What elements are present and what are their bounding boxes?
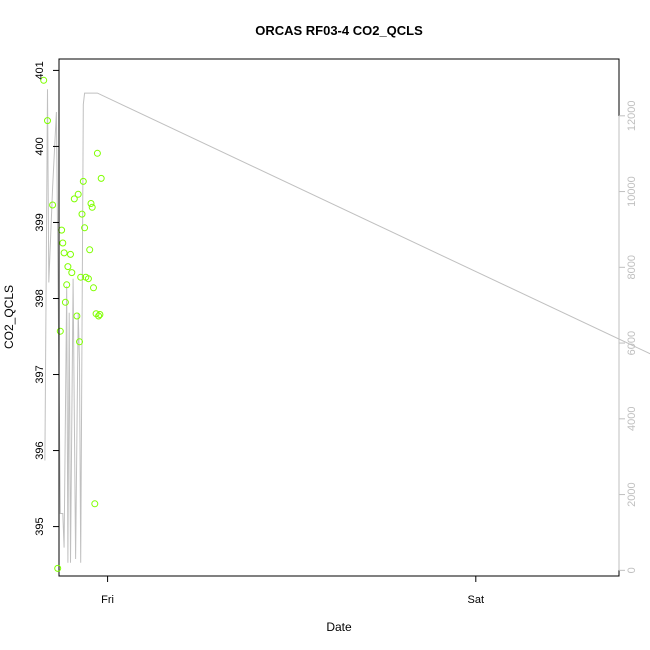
data-point [77, 273, 85, 281]
data-point [67, 250, 74, 258]
data-point [97, 174, 105, 182]
y2-tick-label: 4000 [626, 407, 638, 431]
data-point [64, 263, 72, 271]
y-tick-label: 395 [34, 517, 46, 535]
y-tick-label: 400 [34, 137, 46, 155]
data-point [59, 239, 67, 247]
y-tick-label: 398 [34, 289, 46, 307]
y-tick-label: 397 [34, 365, 46, 383]
data-point [79, 177, 87, 185]
series-line-path [44, 89, 650, 563]
data-point [96, 311, 104, 318]
y2-tick-label: 2000 [626, 482, 638, 506]
data-point [49, 201, 57, 209]
chart-title: ORCAS RF03-4 CO2_QCLS [255, 23, 423, 38]
data-point [54, 564, 62, 572]
data-point [93, 149, 101, 157]
data-point [63, 281, 71, 289]
x-axis: Fri Sat [101, 575, 485, 606]
x-axis-label: Date [326, 620, 352, 634]
data-point [81, 224, 89, 232]
data-point [76, 338, 83, 346]
y2-tick-label: 10000 [626, 176, 638, 207]
data-point [78, 210, 86, 218]
data-point [40, 76, 48, 84]
data-point [91, 500, 99, 508]
y2-tick-label: 6000 [626, 331, 638, 355]
data-point [88, 203, 96, 211]
y-tick-label: 399 [34, 213, 46, 231]
data-point [86, 246, 94, 254]
data-point [70, 195, 78, 203]
data-point [44, 117, 51, 125]
data-point [60, 249, 68, 257]
y-axis-left: 395 396 397 398 399 400 401 [34, 61, 60, 536]
data-point [84, 275, 92, 283]
data-point [90, 284, 97, 292]
data-point [61, 298, 69, 306]
y-tick-label: 401 [34, 61, 46, 79]
data-point [95, 312, 103, 320]
y2-tick-label: 12000 [626, 101, 638, 132]
y-tick-label: 396 [34, 441, 46, 459]
x-tick-label: Fri [101, 594, 114, 606]
y2-tick-label: 0 [626, 567, 638, 573]
y2-tick-label: 8000 [626, 255, 638, 279]
data-point [68, 269, 76, 277]
data-point [87, 200, 95, 207]
y-axis-label: CO2_QCLS [2, 285, 16, 349]
plot-frame [58, 58, 620, 577]
series-points [40, 76, 105, 572]
series-line [44, 89, 650, 563]
y-axis-right: 0 2000 4000 6000 8000 10000 12000 [618, 101, 638, 573]
x-tick-label: Sat [468, 594, 485, 606]
data-point [73, 312, 81, 320]
data-point [74, 190, 82, 198]
data-point [56, 327, 64, 335]
